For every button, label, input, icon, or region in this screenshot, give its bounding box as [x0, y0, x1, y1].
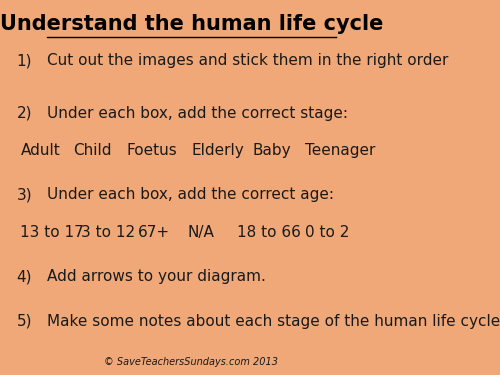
Text: 2): 2)	[16, 105, 32, 120]
Text: Understand the human life cycle: Understand the human life cycle	[0, 14, 383, 34]
Text: Add arrows to your diagram.: Add arrows to your diagram.	[47, 269, 266, 284]
Text: 3): 3)	[16, 188, 32, 202]
Text: 3 to 12: 3 to 12	[81, 225, 136, 240]
Text: 67+: 67+	[138, 225, 170, 240]
Text: Make some notes about each stage of the human life cycle.: Make some notes about each stage of the …	[47, 314, 500, 329]
Text: Adult: Adult	[20, 143, 60, 158]
Text: Foetus: Foetus	[127, 143, 178, 158]
Text: 13 to 17: 13 to 17	[20, 225, 84, 240]
Text: Baby: Baby	[252, 143, 291, 158]
Text: 18 to 66: 18 to 66	[237, 225, 301, 240]
Text: Child: Child	[74, 143, 112, 158]
Text: N/A: N/A	[188, 225, 214, 240]
Text: © SaveTeachersSundays.com 2013: © SaveTeachersSundays.com 2013	[104, 357, 279, 368]
Text: 1): 1)	[16, 54, 32, 69]
Text: Cut out the images and stick them in the right order: Cut out the images and stick them in the…	[47, 54, 448, 69]
Text: 4): 4)	[16, 269, 32, 284]
Text: Under each box, add the correct age:: Under each box, add the correct age:	[47, 188, 334, 202]
Text: 0 to 2: 0 to 2	[306, 225, 350, 240]
Text: 5): 5)	[16, 314, 32, 329]
Text: Teenager: Teenager	[306, 143, 376, 158]
Text: Elderly: Elderly	[192, 143, 244, 158]
Text: Under each box, add the correct stage:: Under each box, add the correct stage:	[47, 105, 348, 120]
